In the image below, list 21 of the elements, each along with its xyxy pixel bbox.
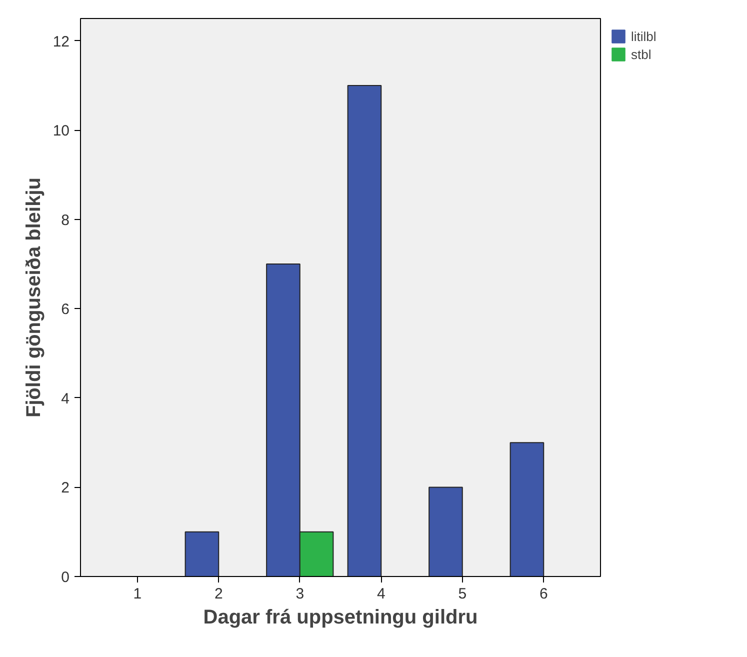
y-tick-label: 4 bbox=[61, 390, 70, 408]
y-axis-title: Fjöldi gönguseiða bleikju bbox=[22, 177, 45, 418]
x-tick-label: 3 bbox=[296, 586, 304, 602]
y-tick-label: 12 bbox=[52, 33, 70, 50]
x-tick-label: 6 bbox=[539, 586, 548, 602]
bar bbox=[184, 531, 220, 576]
x-axis-title: Dagar frá uppsetningu gildru bbox=[203, 606, 478, 628]
y-tick-label: 8 bbox=[61, 212, 70, 229]
bar bbox=[347, 84, 382, 576]
x-tick-label: 4 bbox=[376, 586, 386, 602]
bar bbox=[428, 486, 463, 576]
legend-label: stbl bbox=[631, 46, 652, 62]
y-tick-label: 6 bbox=[61, 301, 70, 318]
bar bbox=[510, 442, 544, 576]
y-tick-label: 0 bbox=[61, 569, 70, 586]
y-tick-label: 10 bbox=[52, 122, 70, 140]
x-tick-label: 2 bbox=[214, 586, 223, 602]
legend-label: litilbl bbox=[631, 28, 656, 44]
x-tick-label: 1 bbox=[133, 586, 142, 602]
y-tick-label: 2 bbox=[61, 480, 70, 497]
x-tick-label: 5 bbox=[458, 586, 467, 602]
